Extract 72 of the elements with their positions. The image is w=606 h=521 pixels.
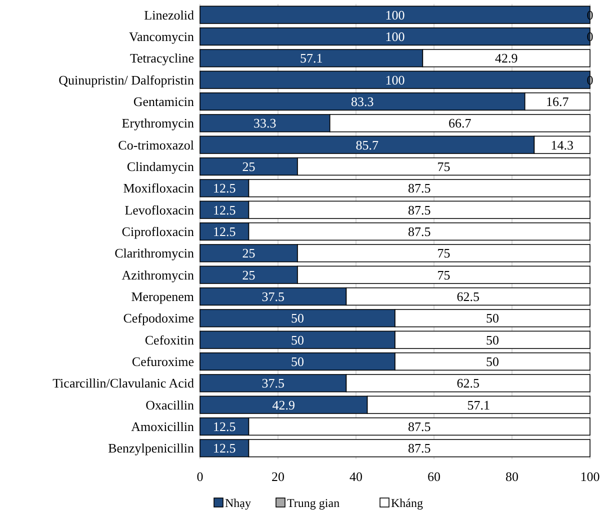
data-label: 85.7: [356, 137, 379, 152]
legend-label: Nhạy: [225, 496, 251, 510]
data-label: 83.3: [351, 94, 374, 110]
y-tick-label: Levofloxacin: [124, 202, 194, 218]
y-tick-label: Cefoxitin: [144, 332, 194, 348]
legend-label: Trung gian: [287, 496, 340, 510]
data-label: 50: [291, 354, 304, 370]
data-label: 57.1: [300, 50, 323, 66]
y-tick-label: Clindamycin: [126, 159, 194, 174]
data-label: 75: [437, 246, 450, 261]
x-tick-label: 40: [350, 469, 362, 484]
data-label: 25: [242, 267, 256, 282]
data-label: 33.3: [254, 116, 276, 131]
data-label: 12.5: [213, 440, 236, 456]
x-tick-label: 80: [506, 469, 518, 484]
data-label: 62.5: [456, 376, 480, 391]
data-label: 16.7: [546, 94, 570, 110]
y-tick-label: Erythromycin: [122, 116, 194, 131]
data-label: 25: [242, 246, 256, 261]
x-tick-label: 20: [272, 469, 284, 484]
data-label: 66.7: [448, 116, 472, 131]
data-label: 0: [586, 7, 594, 22]
data-label: 57.1: [467, 397, 490, 412]
y-tick-label: Cefuroxime: [132, 354, 194, 370]
y-tick-label: Benzylpenicillin: [108, 440, 194, 456]
x-tick-label: 60: [428, 469, 440, 484]
y-tick-label: Ticarcillin/Clavulanic Acid: [52, 376, 194, 391]
data-label: 87.5: [408, 440, 431, 456]
y-tick-label: Clarithromycin: [114, 246, 194, 261]
data-label: 37.5: [262, 289, 284, 304]
y-tick-label: Tetracycline: [130, 50, 194, 66]
y-tick-label: Gentamicin: [133, 94, 194, 110]
y-tick-label: Azithromycin: [122, 267, 194, 282]
data-label: 75: [437, 159, 450, 174]
data-label: 100: [385, 7, 405, 22]
data-label: 42.9: [272, 397, 296, 412]
data-label: 87.5: [408, 180, 431, 196]
data-label: 100: [385, 29, 405, 44]
x-tick-label: 100: [580, 469, 600, 484]
data-label: 87.5: [408, 224, 431, 240]
data-label: 50: [486, 332, 499, 348]
data-label: 12.5: [213, 202, 236, 218]
data-label: 50: [291, 310, 304, 326]
data-label: 12.5: [213, 419, 236, 434]
data-label: 50: [291, 332, 304, 348]
x-tick-label: 0: [196, 469, 204, 484]
data-label: 75: [437, 267, 450, 282]
data-label: 12.5: [213, 180, 236, 196]
data-label: 0: [586, 72, 594, 88]
y-tick-label: Moxifloxacin: [123, 180, 194, 196]
data-label: 50: [486, 354, 499, 370]
y-tick-label: Oxacillin: [146, 397, 194, 412]
y-tick-label: Ciprofloxacin: [122, 224, 194, 240]
data-label: 0: [586, 29, 594, 44]
data-label: 37.5: [262, 376, 284, 391]
y-tick-label: Cefpodoxime: [123, 310, 194, 326]
y-tick-label: Meropenem: [131, 289, 194, 304]
y-tick-label: Linezolid: [144, 7, 194, 22]
data-label: 14.3: [550, 137, 574, 152]
y-tick-label: Amoxicillin: [131, 419, 194, 434]
data-label: 25: [242, 159, 256, 174]
data-label: 62.5: [456, 289, 480, 304]
data-label: 100: [385, 72, 405, 88]
y-tick-label: Quinupristin/ Dalfopristin: [58, 72, 194, 88]
data-label: 12.5: [213, 224, 236, 240]
data-label: 42.9: [494, 50, 518, 66]
y-tick-label: Co-trimoxazol: [118, 137, 194, 152]
legend-label: Kháng: [391, 496, 423, 510]
data-label: 87.5: [408, 202, 431, 218]
data-label: 87.5: [408, 419, 431, 434]
y-tick-label: Vancomycin: [129, 29, 194, 44]
data-label: 50: [486, 310, 499, 326]
